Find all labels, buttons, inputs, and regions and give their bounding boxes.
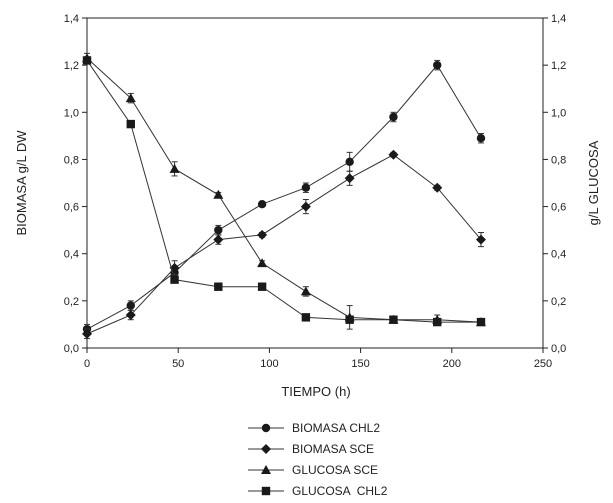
x-tick-label: 200	[443, 358, 461, 370]
data-point	[213, 234, 224, 245]
data-point	[301, 183, 311, 192]
series-line	[86, 57, 482, 323]
series-line	[86, 60, 481, 323]
legend-label: GLUCOSA SCE	[292, 463, 378, 477]
data-point	[257, 258, 268, 268]
data-point	[433, 317, 442, 327]
y-tick-label: 0,0	[64, 343, 79, 355]
x-tick-label: 150	[351, 358, 369, 370]
y2-tick-label: 0,4	[551, 249, 566, 261]
y2-tick-label: 0,8	[551, 154, 566, 166]
x-tick-label: 100	[260, 358, 278, 370]
plot-border	[86, 17, 544, 349]
data-point	[125, 93, 136, 103]
data-point	[388, 149, 399, 160]
y-tick-label: 1,0	[64, 107, 79, 119]
legend-item: GLUCOSA CHL2	[248, 484, 388, 498]
data-point	[213, 189, 224, 199]
y-axis-right: 0,0 0,2 0,4 0,6 0,8 1,0 1,2 1,4	[543, 13, 566, 355]
data-point	[257, 200, 267, 209]
data-point	[475, 234, 486, 245]
data-point	[257, 229, 268, 240]
data-point	[126, 119, 135, 129]
data-point	[257, 282, 267, 291]
data-point	[476, 134, 486, 143]
data-point	[214, 282, 223, 291]
series-glucosa-sce	[82, 52, 486, 330]
series-biomasa-sce	[82, 149, 486, 340]
data-point	[169, 163, 180, 173]
data-point	[432, 182, 443, 193]
data-point	[389, 112, 398, 122]
legend-marker	[261, 486, 271, 496]
y-tick-label: 0,6	[64, 202, 79, 214]
y2-tick-label: 1,0	[551, 107, 566, 119]
data-point	[82, 56, 92, 65]
y-tick-label: 1,2	[64, 60, 79, 72]
legend-marker	[261, 465, 271, 474]
data-point	[170, 275, 179, 284]
y2-tick-label: 0,0	[551, 343, 566, 355]
y-tick-label: 1,4	[64, 13, 79, 25]
x-tick-label: 50	[172, 358, 184, 370]
series-line	[86, 64, 482, 330]
x-axis: 0 50 100 150 200 250	[84, 348, 552, 370]
x-axis-title: TIEMPO (h)	[281, 384, 350, 399]
y-tick-label: 0,4	[64, 249, 79, 261]
series-biomasa-chl2	[82, 59, 486, 335]
data-point	[125, 310, 136, 320]
series-glucosa-chl2	[82, 56, 486, 327]
data-point	[214, 225, 223, 235]
legend-label: GLUCOSA CHL2	[292, 484, 388, 498]
y-axis-left: 0,0 0,2 0,4 0,6 0,8 1,0 1,2 1,4	[64, 13, 87, 355]
series-layer	[82, 52, 486, 340]
y2-tick-label: 1,4	[551, 13, 566, 25]
y-tick-label: 0,8	[64, 154, 79, 166]
data-point	[300, 286, 311, 296]
data-point	[300, 201, 311, 212]
data-point	[82, 328, 92, 339]
legend-item: BIOMASA SCE	[248, 442, 374, 456]
series-line	[86, 154, 482, 335]
legend-marker	[261, 423, 271, 433]
legend-label: BIOMASA CHL2	[292, 421, 380, 435]
y2-tick-label: 1,2	[551, 60, 566, 72]
x-tick-label: 0	[84, 358, 90, 370]
y2-axis-title: g/L GLUCOSA	[586, 140, 601, 225]
legend: BIOMASA CHL2 BIOMASA SCE GLUCOSA SCE GLUCOS…	[248, 421, 388, 498]
legend-marker	[261, 444, 271, 454]
plot-frame	[86, 17, 544, 349]
x-tick-label: 250	[534, 358, 552, 370]
legend-label: BIOMASA SCE	[292, 442, 374, 456]
data-point	[389, 315, 398, 324]
data-point	[345, 315, 354, 324]
data-point	[345, 157, 354, 166]
data-point	[301, 313, 311, 322]
y-tick-label: 0,2	[64, 296, 79, 308]
data-point	[433, 60, 442, 70]
y2-tick-label: 0,6	[551, 202, 566, 214]
data-point	[344, 173, 355, 184]
data-point	[476, 317, 486, 327]
legend-item: BIOMASA CHL2	[248, 421, 380, 435]
y2-tick-label: 0,2	[551, 296, 566, 308]
data-point	[126, 301, 135, 310]
legend-item: GLUCOSA SCE	[248, 463, 378, 477]
y-axis-title: BIOMASA g/L DW	[14, 130, 29, 236]
